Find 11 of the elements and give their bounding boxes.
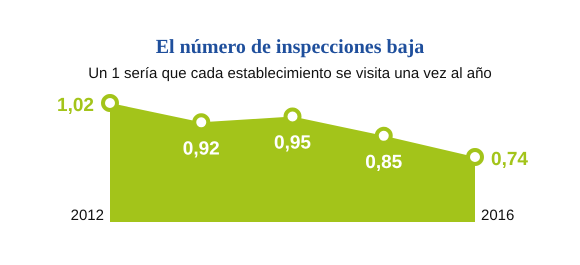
data-label: 0,95 xyxy=(274,132,312,154)
chart-subtitle: Un 1 sería que cada establecimiento se visita una vez al año xyxy=(88,65,492,82)
annotation: 2012 xyxy=(70,207,104,224)
data-label: 1,02 xyxy=(57,95,94,116)
chart-title: El número de inspecciones baja xyxy=(156,36,424,58)
point xyxy=(466,148,484,166)
data-label: 0,92 xyxy=(182,138,220,160)
data-label: 0,85 xyxy=(365,152,403,173)
annotation: 2016 xyxy=(481,207,514,224)
point xyxy=(101,94,119,112)
data-label: 0,74 xyxy=(491,149,528,170)
